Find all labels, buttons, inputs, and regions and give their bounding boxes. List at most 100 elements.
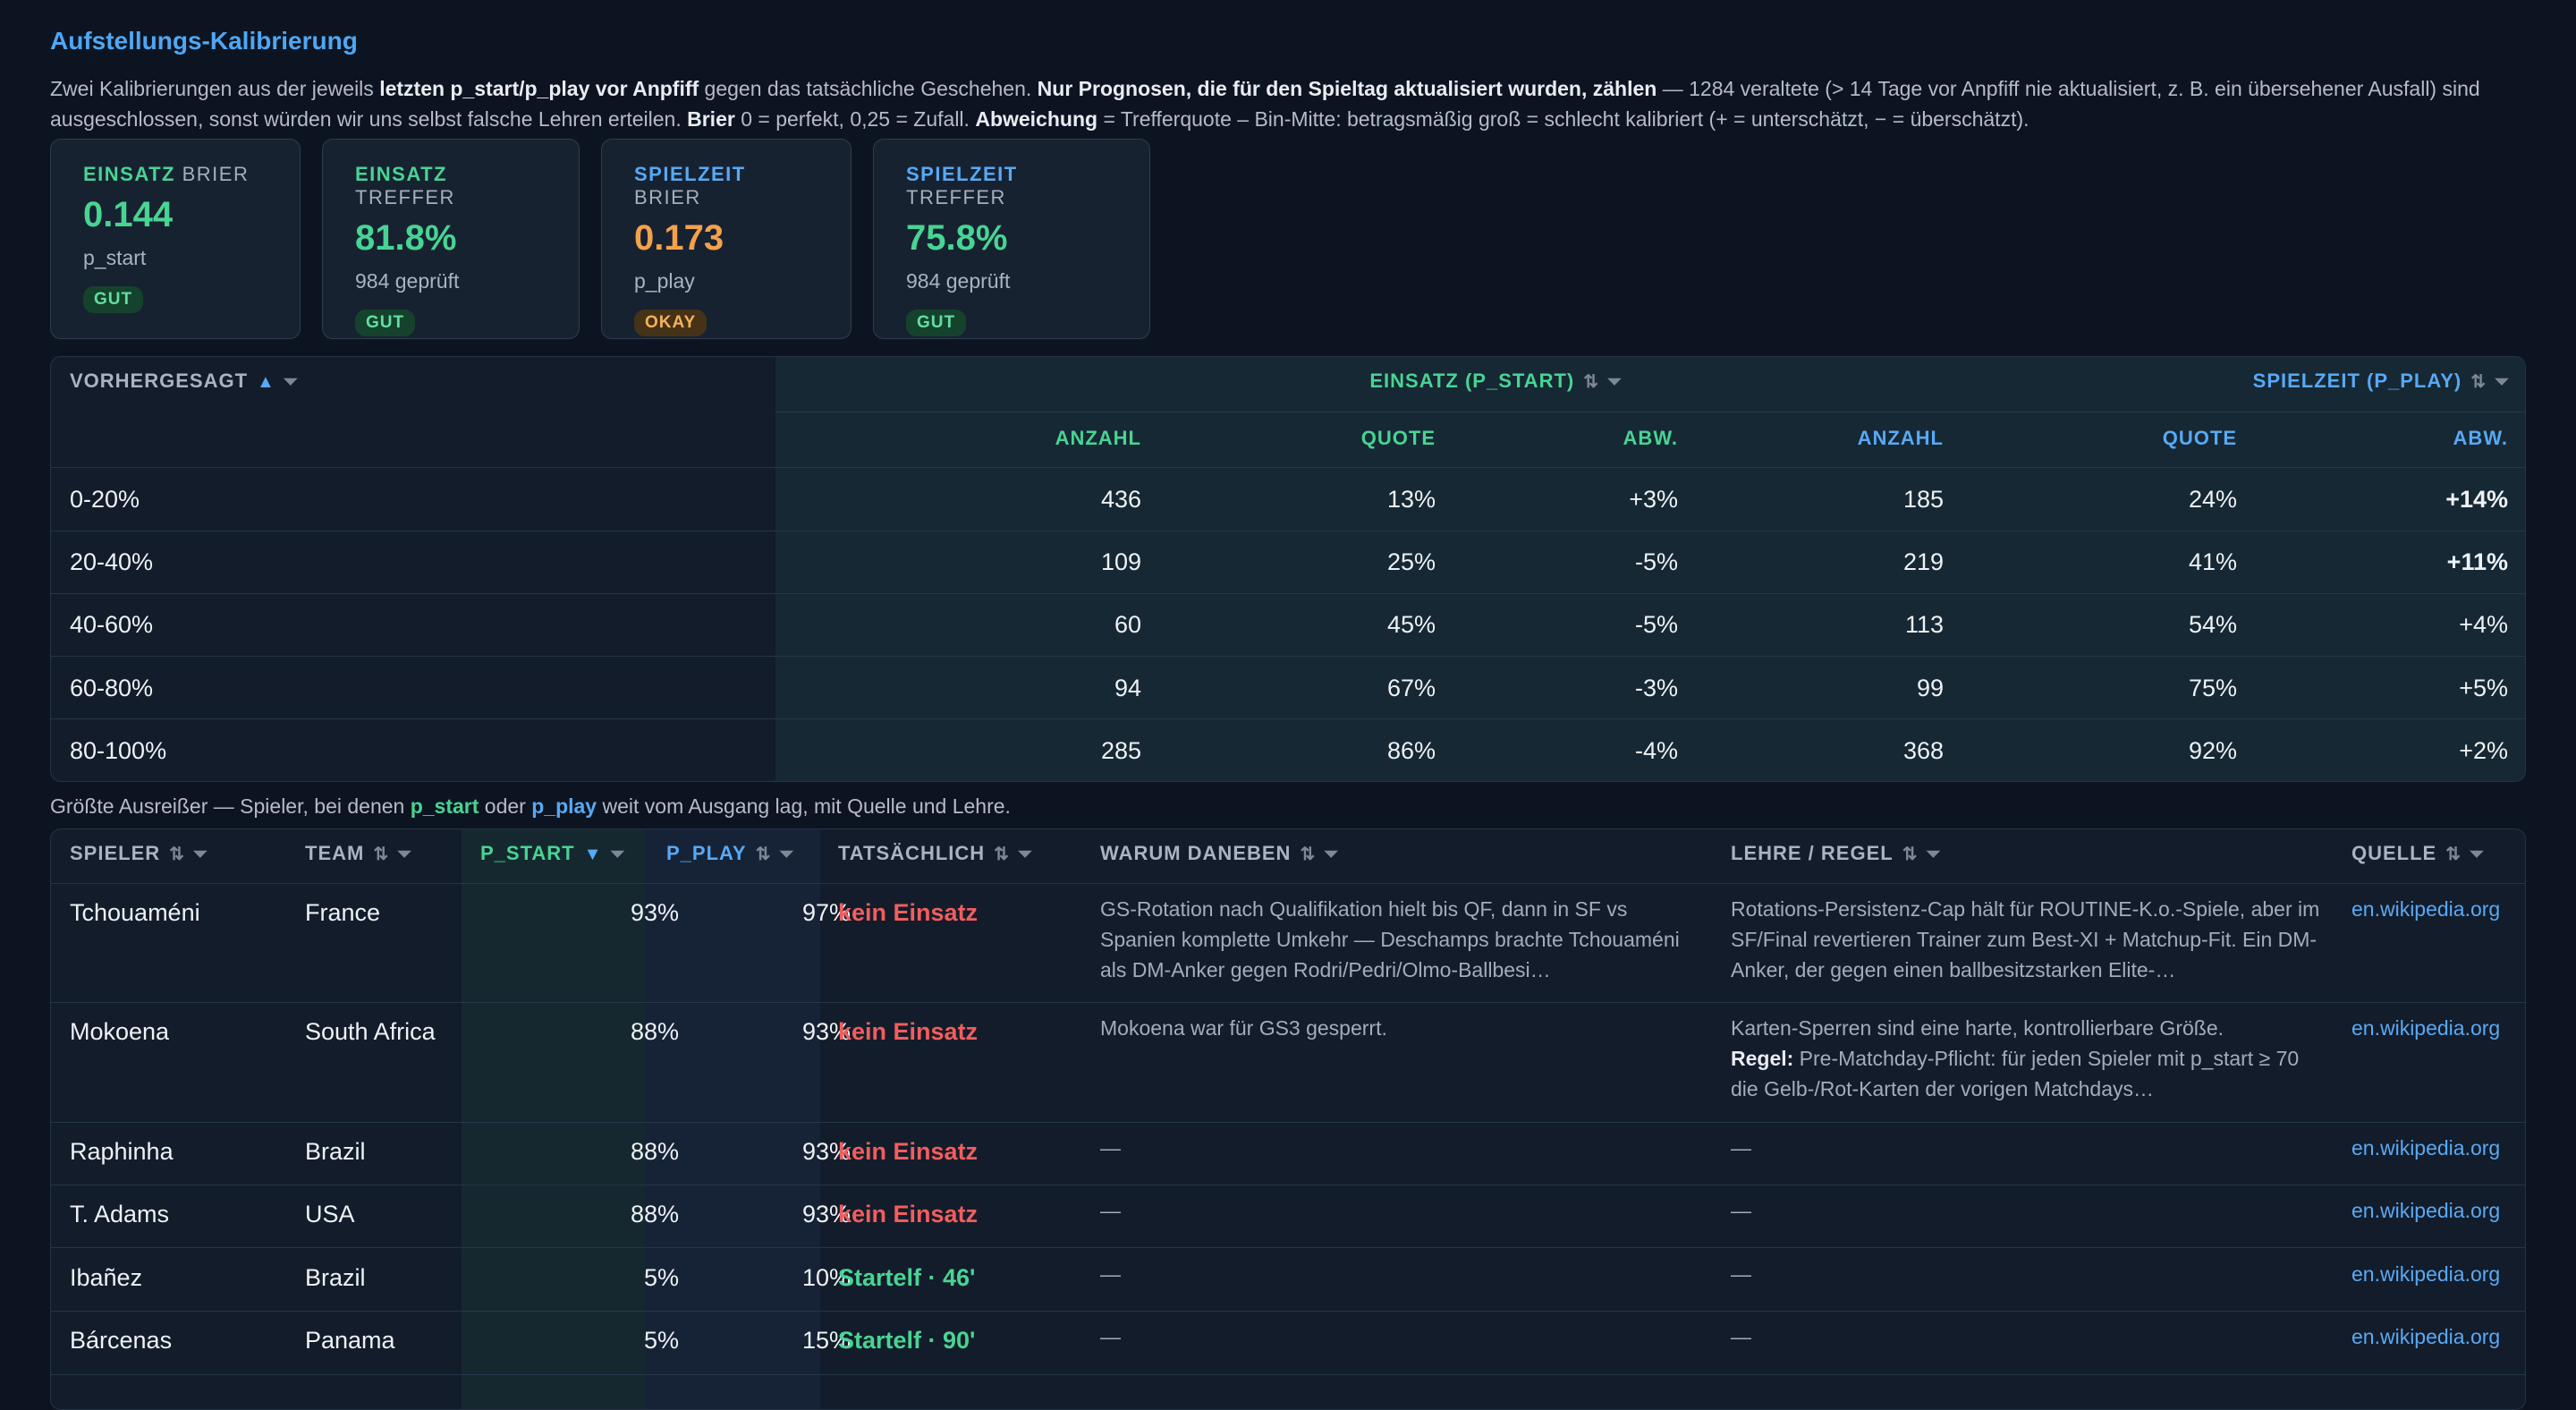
- play-rate: 24%: [2188, 486, 2237, 513]
- header-p-start[interactable]: P_START ▼ ⏷: [480, 842, 625, 864]
- filter-icon[interactable]: ⏷: [1926, 845, 1941, 864]
- header-actual[interactable]: TATSÄCHLICH ⇅ ⏷: [838, 842, 1032, 864]
- subheader-start-count: ANZAHL: [1055, 427, 1141, 449]
- actual-status: kein Einsatz: [838, 899, 979, 926]
- calibration-table: VORHERGESAGT ▲ ⏷ EINSATZ (P_START) ⇅ ⏷ SPIEL…: [50, 356, 2526, 782]
- team-name: South Africa: [305, 1018, 436, 1045]
- filter-icon[interactable]: ⏷: [1017, 845, 1032, 864]
- outliers-intro: Größte Ausreißer — Spieler, bei denen p_…: [50, 794, 1011, 818]
- start-rate: 86%: [1386, 737, 1436, 764]
- source-link[interactable]: en.wikipedia.org: [2351, 1325, 2501, 1348]
- sort-icon[interactable]: ⇅: [1902, 845, 1918, 864]
- source-link[interactable]: en.wikipedia.org: [2351, 1136, 2501, 1159]
- sort-icon[interactable]: ⇅: [755, 845, 771, 864]
- divider: [51, 656, 2525, 657]
- start-count: 60: [1114, 611, 1141, 638]
- divider: [51, 718, 2525, 719]
- play-rate: 92%: [2188, 737, 2237, 764]
- play-count: 368: [1902, 737, 1944, 764]
- divider: [51, 1247, 2525, 1248]
- card-key: EINSATZ: [83, 163, 175, 185]
- status-badge: GUT: [83, 286, 144, 313]
- source-link[interactable]: en.wikipedia.org: [2351, 1199, 2501, 1222]
- intro-text: Zwei Kalibrierungen aus der jeweils letz…: [50, 77, 2480, 131]
- filter-icon[interactable]: ⏷: [283, 372, 298, 392]
- filter-icon[interactable]: ⏷: [1324, 845, 1339, 864]
- filter-icon[interactable]: ⏷: [397, 845, 412, 864]
- header-team[interactable]: TEAM ⇅ ⏷: [305, 842, 412, 864]
- start-dev: -3%: [1634, 675, 1678, 701]
- lesson-text: Rotations-Persistenz-Cap hält für ROUTIN…: [1731, 897, 2320, 981]
- start-count: 285: [1100, 737, 1141, 764]
- filter-icon[interactable]: ⏷: [779, 845, 794, 864]
- sort-icon[interactable]: ⇅: [1300, 845, 1316, 864]
- card-einsatz-treffer: EINSATZ TREFFER 81.8% 984 geprüft GUT: [322, 139, 580, 339]
- player-name: Ibañez: [70, 1264, 143, 1291]
- start-dev: -5%: [1634, 548, 1678, 575]
- filter-icon[interactable]: ⏷: [2495, 372, 2509, 392]
- play-rate: 75%: [2188, 675, 2237, 701]
- status-badge: GUT: [906, 310, 967, 336]
- team-name: Panama: [305, 1327, 395, 1354]
- header-p-play[interactable]: P_PLAY ⇅ ⏷: [666, 842, 794, 864]
- team-name: France: [305, 899, 381, 926]
- start-count: 109: [1100, 548, 1141, 575]
- start-count: 94: [1114, 675, 1141, 701]
- sort-asc-icon[interactable]: ▲: [257, 372, 275, 392]
- subheader-start-rate: QUOTE: [1360, 427, 1436, 449]
- card-key: EINSATZ: [355, 163, 447, 185]
- p-start-value: 88%: [630, 1138, 679, 1165]
- header-why[interactable]: WARUM DANEBEN ⇅ ⏷: [1100, 842, 1339, 864]
- sort-icon[interactable]: ⇅: [373, 845, 389, 864]
- play-dev: +4%: [2459, 611, 2508, 638]
- header-group-start[interactable]: EINSATZ (P_START) ⇅ ⏷: [1369, 369, 1622, 392]
- p-start-value: 5%: [643, 1264, 679, 1291]
- why-text: —: [1100, 1136, 1121, 1159]
- play-count: 219: [1902, 548, 1944, 575]
- card-value: 81.8%: [355, 218, 457, 258]
- play-count: 113: [1904, 611, 1944, 638]
- source-link[interactable]: en.wikipedia.org: [2351, 1016, 2501, 1040]
- actual-status: kein Einsatz: [838, 1138, 979, 1165]
- p-play-value: 10%: [801, 1264, 851, 1291]
- sort-icon[interactable]: ⇅: [2470, 372, 2486, 392]
- filter-icon[interactable]: ⏷: [192, 845, 208, 864]
- play-dev: +11%: [2446, 548, 2508, 575]
- filter-icon[interactable]: ⏷: [610, 845, 625, 864]
- filter-icon[interactable]: ⏷: [1607, 372, 1622, 392]
- card-sub: p_play: [634, 269, 695, 293]
- divider: [51, 1311, 2525, 1312]
- card-key: SPIELZEIT: [906, 163, 1018, 185]
- header-group-play[interactable]: SPIELZEIT (P_PLAY) ⇅ ⏷: [2252, 369, 2509, 392]
- filter-icon[interactable]: ⏷: [2470, 845, 2484, 864]
- header-predicted[interactable]: VORHERGESAGT ▲ ⏷: [70, 369, 298, 392]
- p-play-value: 93%: [801, 1138, 851, 1165]
- sort-icon[interactable]: ⇅: [994, 845, 1009, 864]
- p-start-value: 88%: [630, 1018, 679, 1045]
- header-player[interactable]: SPIELER ⇅ ⏷: [70, 842, 208, 864]
- source-link[interactable]: en.wikipedia.org: [2351, 1262, 2501, 1286]
- start-dev: -5%: [1634, 611, 1678, 638]
- sort-icon[interactable]: ⇅: [1583, 372, 1598, 392]
- start-dev: -4%: [1634, 737, 1678, 764]
- sort-icon[interactable]: ⇅: [2445, 845, 2461, 864]
- card-sub: 984 geprüft: [906, 269, 1011, 293]
- card-key: SPIELZEIT: [634, 163, 746, 185]
- start-count: 436: [1100, 486, 1141, 513]
- why-text: —: [1100, 1199, 1121, 1222]
- actual-status: Startelf · 90': [838, 1327, 976, 1354]
- actual-status: kein Einsatz: [838, 1201, 979, 1227]
- p-play-value: 93%: [801, 1018, 851, 1045]
- sort-desc-icon[interactable]: ▼: [583, 845, 602, 864]
- page-title: Aufstellungs-Kalibrierung: [50, 27, 358, 55]
- header-lesson[interactable]: LEHRE / REGEL ⇅ ⏷: [1731, 842, 1941, 864]
- source-link[interactable]: en.wikipedia.org: [2351, 897, 2501, 921]
- why-text: —: [1100, 1325, 1121, 1348]
- team-name: Brazil: [305, 1138, 366, 1165]
- divider: [51, 1002, 2525, 1003]
- header-source[interactable]: QUELLE ⇅ ⏷: [2351, 842, 2484, 864]
- player-name: Tchouaméni: [70, 899, 200, 926]
- sort-icon[interactable]: ⇅: [169, 845, 184, 864]
- player-name: Raphinha: [70, 1138, 174, 1165]
- actual-status: Startelf · 46': [838, 1264, 976, 1291]
